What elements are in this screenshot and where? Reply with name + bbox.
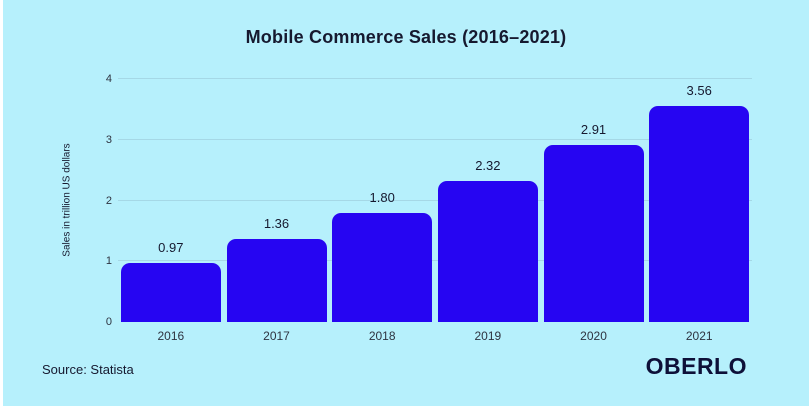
x-label-2018: 2018: [368, 329, 396, 343]
chart-title: Mobile Commerce Sales (2016–2021): [245, 27, 567, 47]
bar-slot-2017: 1.36: [224, 217, 330, 322]
x-label-2017: 2017: [263, 329, 290, 343]
y-tick-4: 4: [105, 73, 112, 85]
oberlo-logo: OBERLO: [645, 353, 747, 379]
y-axis-ticks: 0 1 2 3 4: [3, 73, 112, 328]
gridline-1: [118, 260, 752, 262]
x-label-2016: 2016: [157, 329, 185, 343]
bar-2017: [226, 239, 327, 322]
y-tick-2: 2: [105, 194, 112, 207]
source-note: Source: Statista: [42, 362, 134, 377]
bar-2021: [649, 105, 750, 322]
y-tick-3: 3: [105, 133, 112, 146]
x-axis-labels: 2016 2017 2018 2019 2020 2021: [118, 329, 752, 343]
bar-value-label-2018: 1.80: [369, 189, 395, 205]
chart-card: Mobile Commerce Sales (2016–2021) Sales …: [3, 0, 809, 406]
bar-2019: [437, 181, 538, 322]
bar-value-label-2019: 2.32: [475, 158, 501, 174]
x-label-2020: 2020: [580, 329, 607, 343]
bar-value-label-2020: 2.91: [580, 122, 607, 138]
bar-2016: [120, 263, 221, 322]
y-tick-1: 1: [105, 255, 112, 268]
gridline-4: [118, 78, 752, 79]
bar-slot-2018: 1.80: [329, 191, 435, 322]
gridline-3: [118, 138, 752, 140]
gridline-2: [118, 199, 752, 201]
bar-slot-2020: 2.91: [541, 123, 647, 322]
bar-value-label-2016: 0.97: [158, 240, 184, 256]
bars: 0.97 1.36 1.80 2.32 2.91 3.56: [118, 79, 752, 322]
bar-value-label-2017: 1.36: [263, 216, 290, 232]
bar-slot-2016: 0.97: [118, 241, 224, 322]
bar-slot-2019: 2.32: [435, 159, 541, 322]
x-label-2019: 2019: [474, 329, 502, 343]
x-label-2021: 2021: [685, 329, 713, 343]
bar-2020: [543, 145, 644, 322]
plot-area: 0.97 1.36 1.80 2.32 2.91 3.56: [118, 78, 752, 322]
bar-value-label-2021: 3.56: [686, 82, 712, 98]
bar-2018: [332, 212, 433, 322]
bar-slot-2021: 3.56: [646, 84, 752, 322]
y-tick-0: 0: [105, 316, 112, 328]
